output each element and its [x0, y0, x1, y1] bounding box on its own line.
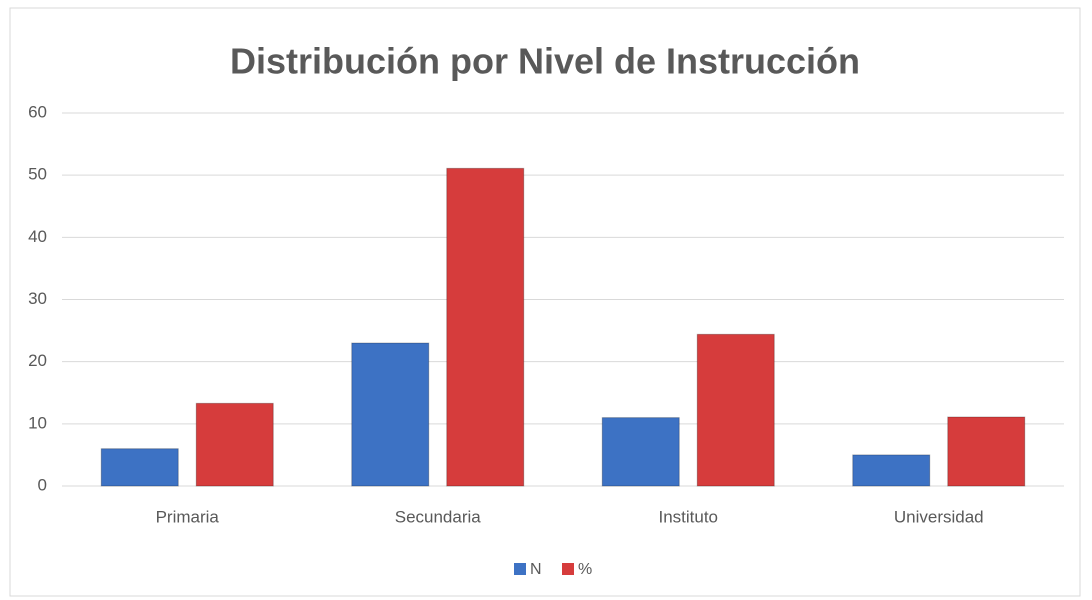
bar	[696, 333, 775, 487]
y-tick-label: 20	[28, 351, 47, 370]
bar	[351, 342, 430, 487]
bar	[947, 416, 1026, 487]
y-tick-label: 40	[28, 227, 47, 246]
bar	[601, 417, 680, 487]
y-tick-label: 30	[28, 289, 47, 308]
legend-swatch	[562, 563, 574, 575]
x-tick-label: Secundaria	[395, 507, 482, 526]
chart-frame	[9, 7, 1081, 597]
bar	[100, 448, 179, 487]
y-tick-label: 0	[38, 475, 47, 494]
chart-title: Distribución por Nivel de Instrucción	[230, 41, 860, 82]
legend-label: N	[530, 561, 542, 578]
x-tick-label: Instituto	[658, 507, 718, 526]
bar	[446, 167, 525, 487]
x-tick-label: Primaria	[156, 507, 220, 526]
x-tick-label: Universidad	[894, 507, 984, 526]
y-tick-label: 10	[28, 413, 47, 432]
legend-label: %	[578, 561, 592, 578]
y-tick-label: 50	[28, 165, 47, 184]
bar	[195, 402, 274, 487]
legend-swatch	[514, 563, 526, 575]
bar	[852, 454, 931, 487]
y-tick-label: 60	[28, 102, 47, 121]
